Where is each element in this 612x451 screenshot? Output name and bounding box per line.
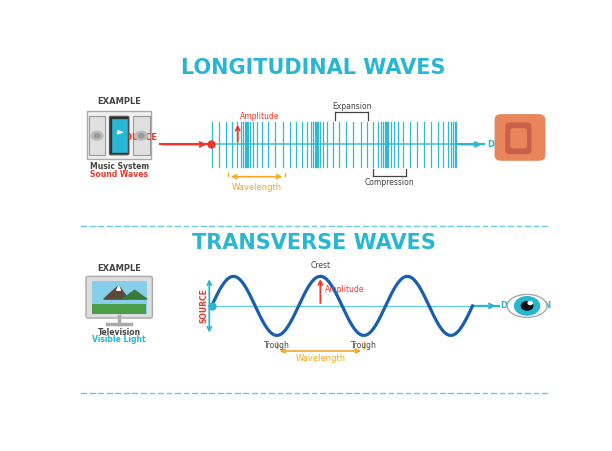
- FancyBboxPatch shape: [110, 116, 129, 155]
- Text: Amplitude: Amplitude: [240, 112, 280, 121]
- FancyBboxPatch shape: [133, 116, 149, 155]
- Circle shape: [135, 131, 147, 140]
- Text: Trough: Trough: [351, 341, 377, 350]
- Polygon shape: [117, 286, 121, 290]
- FancyBboxPatch shape: [506, 122, 531, 154]
- Ellipse shape: [507, 295, 547, 318]
- Text: TRANSVERSE WAVES: TRANSVERSE WAVES: [192, 233, 436, 253]
- Text: DIRECTION: DIRECTION: [501, 301, 551, 310]
- Text: LONGITUDINAL WAVES: LONGITUDINAL WAVES: [181, 58, 446, 78]
- Text: Visible Light: Visible Light: [92, 336, 146, 345]
- Text: Compression: Compression: [365, 178, 414, 187]
- Circle shape: [528, 302, 532, 304]
- Text: EXAMPLE: EXAMPLE: [97, 97, 141, 106]
- Text: SOURCE: SOURCE: [119, 133, 157, 142]
- Text: Wavelength: Wavelength: [296, 354, 345, 363]
- Circle shape: [91, 131, 103, 140]
- Text: Expansion: Expansion: [332, 102, 371, 111]
- Polygon shape: [122, 290, 147, 299]
- Text: Amplitude: Amplitude: [325, 285, 365, 294]
- Polygon shape: [118, 130, 123, 134]
- Polygon shape: [104, 286, 129, 299]
- FancyBboxPatch shape: [89, 116, 105, 155]
- FancyBboxPatch shape: [88, 111, 151, 159]
- FancyBboxPatch shape: [86, 276, 152, 318]
- FancyBboxPatch shape: [510, 128, 527, 148]
- Circle shape: [138, 133, 144, 138]
- Text: Wavelength: Wavelength: [232, 183, 282, 192]
- Circle shape: [94, 133, 100, 138]
- FancyBboxPatch shape: [92, 304, 146, 313]
- Text: Trough: Trough: [264, 341, 290, 350]
- Circle shape: [515, 297, 540, 315]
- Text: Music System: Music System: [89, 162, 149, 171]
- Text: DIRECTION: DIRECTION: [487, 140, 538, 149]
- Text: Crest: Crest: [310, 261, 330, 270]
- Circle shape: [521, 302, 533, 310]
- Text: Television: Television: [98, 328, 141, 337]
- Text: SOURCE: SOURCE: [199, 289, 208, 323]
- FancyBboxPatch shape: [494, 114, 545, 161]
- Text: EXAMPLE: EXAMPLE: [97, 264, 141, 273]
- FancyBboxPatch shape: [112, 120, 127, 152]
- Text: Sound Waves: Sound Waves: [90, 170, 148, 179]
- FancyBboxPatch shape: [92, 281, 147, 314]
